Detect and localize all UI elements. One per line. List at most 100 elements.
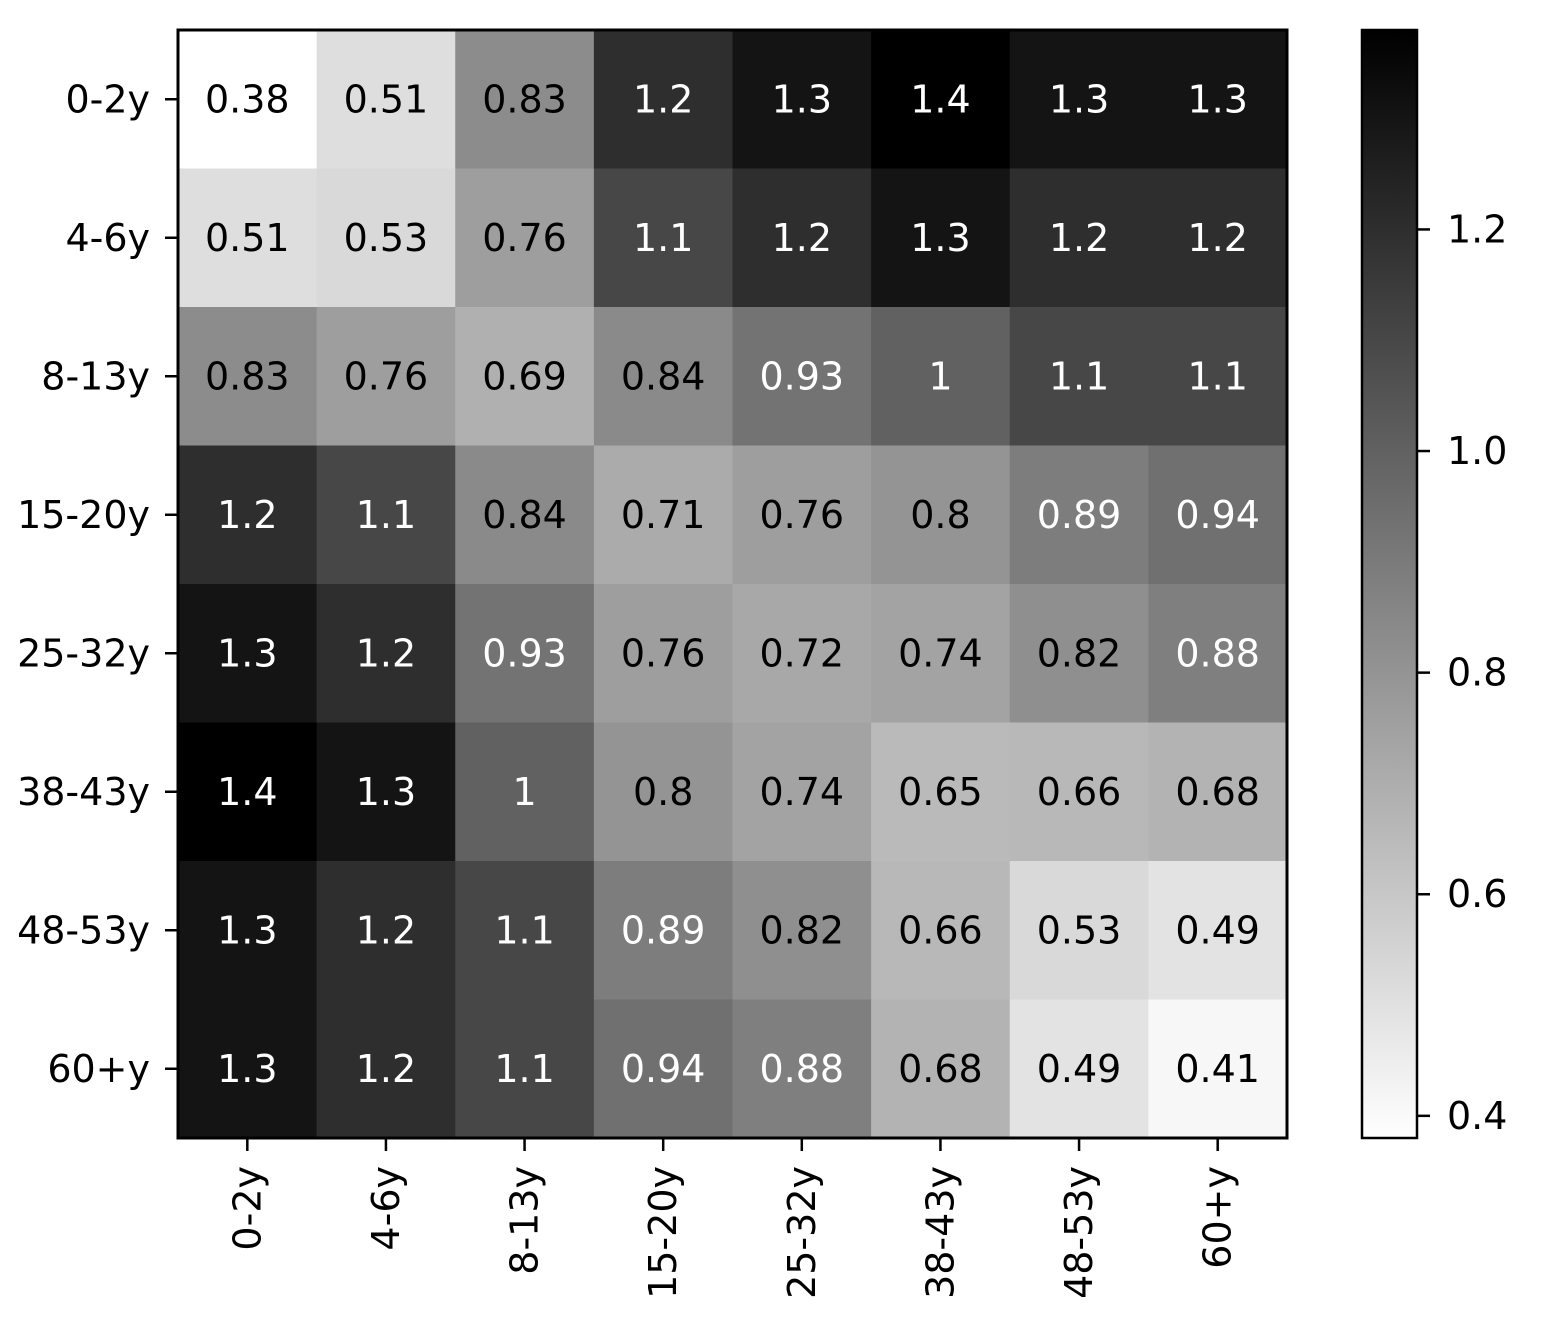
- cell-value-label: 0.82: [1037, 631, 1122, 675]
- cell-value-label: 0.76: [344, 354, 429, 398]
- cell-value-label: 1.2: [356, 631, 416, 675]
- cell-value-label: 0.66: [1037, 770, 1122, 814]
- cell-value-label: 1.3: [1049, 77, 1109, 121]
- x-tick-label: 60+y: [1196, 1166, 1240, 1269]
- heatmap-cell: [593, 307, 734, 447]
- cell-value-label: 1.4: [217, 770, 277, 814]
- colorbar-tick-label: 1.2: [1447, 207, 1507, 251]
- heatmap-cell: [455, 30, 595, 170]
- heatmap-cell: [316, 30, 456, 170]
- cell-value-label: 0.94: [621, 1047, 706, 1091]
- cell-value-label: 1.3: [1187, 77, 1247, 121]
- heatmap-cell: [871, 999, 1011, 1139]
- cell-value-label: 1: [512, 770, 536, 814]
- cell-value-label: 0.66: [898, 908, 983, 952]
- heatmap-cell: [593, 999, 734, 1139]
- cell-value-label: 0.8: [633, 770, 693, 814]
- heatmap-cell: [732, 307, 872, 447]
- y-tick-label: 60+y: [47, 1047, 150, 1091]
- heatmap-cell: [871, 584, 1011, 724]
- heatmap-cell: [1148, 168, 1288, 308]
- heatmap-cell: [316, 999, 456, 1139]
- heatmap-cell: [1148, 584, 1288, 724]
- cell-value-label: 0.65: [898, 770, 983, 814]
- heatmap-cell: [732, 861, 872, 1001]
- cell-value-label: 0.83: [482, 77, 567, 121]
- cell-value-label: 0.49: [1037, 1047, 1122, 1091]
- heatmap-cell: [455, 861, 595, 1001]
- cell-value-label: 0.84: [621, 354, 706, 398]
- heatmap-cell: [1009, 445, 1149, 585]
- cell-value-label: 1.3: [356, 770, 416, 814]
- heatmap-cell: [593, 722, 734, 862]
- cell-value-label: 0.8: [910, 493, 970, 537]
- cell-value-label: 1.1: [494, 1047, 554, 1091]
- heatmap-cell: [316, 722, 456, 862]
- heatmap-cell: [1148, 30, 1288, 170]
- cell-value-label: 1.1: [1049, 354, 1109, 398]
- heatmap-cell: [593, 445, 734, 585]
- heatmap-cell: [178, 30, 318, 170]
- y-tick-label: 4-6y: [65, 216, 150, 260]
- heatmap-cell: [316, 168, 456, 308]
- heatmap-cell: [1148, 861, 1288, 1001]
- cell-value-label: 0.93: [760, 354, 845, 398]
- heatmap-cell: [1009, 30, 1149, 170]
- heatmap-cell: [178, 307, 318, 447]
- cell-value-label: 0.94: [1175, 493, 1260, 537]
- heatmap-cell: [316, 445, 456, 585]
- x-tick-label: 48-53y: [1057, 1166, 1101, 1299]
- heatmap-cell: [178, 999, 318, 1139]
- cell-value-label: 0.51: [344, 77, 429, 121]
- y-tick-label: 25-32y: [17, 631, 150, 675]
- colorbar-tick-label: 1.0: [1447, 429, 1507, 473]
- heatmap-cell: [593, 168, 734, 308]
- cell-value-label: 1.4: [910, 77, 970, 121]
- cell-value-label: 1.1: [1187, 354, 1247, 398]
- cell-value-label: 0.71: [621, 493, 706, 537]
- heatmap-cell: [316, 307, 456, 447]
- x-tick-label: 0-2y: [225, 1166, 269, 1251]
- heatmap-cell: [455, 722, 595, 862]
- heatmap-cell: [316, 584, 456, 724]
- cell-value-label: 1.1: [494, 908, 554, 952]
- cell-value-label: 0.72: [760, 631, 845, 675]
- cell-value-label: 1.2: [217, 493, 277, 537]
- colorbar-tick-label: 0.4: [1447, 1094, 1507, 1138]
- cell-value-label: 0.84: [482, 493, 567, 537]
- x-tick-label: 38-43y: [918, 1166, 962, 1299]
- cell-value-label: 1.2: [356, 1047, 416, 1091]
- heatmap-cell: [1009, 307, 1149, 447]
- y-tick-label: 15-20y: [17, 493, 150, 537]
- cell-value-label: 1.3: [217, 1047, 277, 1091]
- heatmap-cell: [455, 168, 595, 308]
- heatmap-cell: [1009, 584, 1149, 724]
- heatmap-cell: [455, 584, 595, 724]
- y-tick-label: 38-43y: [17, 770, 150, 814]
- cell-value-label: 1.2: [356, 908, 416, 952]
- cell-value-label: 0.51: [205, 216, 290, 260]
- cell-value-label: 0.76: [482, 216, 567, 260]
- cell-value-label: 1.2: [772, 216, 832, 260]
- x-tick-label: 25-32y: [780, 1166, 824, 1299]
- heatmap-cell: [1148, 722, 1288, 862]
- colorbar-tick-label: 0.8: [1447, 651, 1507, 695]
- cell-value-label: 1.3: [217, 631, 277, 675]
- heatmap-cell: [732, 168, 872, 308]
- heatmap-cell: [1009, 999, 1149, 1139]
- x-tick-label: 4-6y: [364, 1166, 408, 1251]
- cell-value-label: 1.2: [633, 77, 693, 121]
- heatmap-cell: [1009, 722, 1149, 862]
- heatmap-cell: [593, 30, 734, 170]
- heatmap-cell: [1148, 445, 1288, 585]
- heatmap-cell: [593, 861, 734, 1001]
- heatmap-cell: [871, 307, 1011, 447]
- heatmap-cell: [732, 999, 872, 1139]
- cell-value-label: 0.93: [482, 631, 567, 675]
- x-tick-label: 15-20y: [641, 1166, 685, 1299]
- cell-value-label: 0.53: [344, 216, 429, 260]
- y-tick-label: 48-53y: [17, 908, 150, 952]
- heatmap-cell: [732, 445, 872, 585]
- cell-value-label: 1.3: [217, 908, 277, 952]
- heatmap-cell: [455, 999, 595, 1139]
